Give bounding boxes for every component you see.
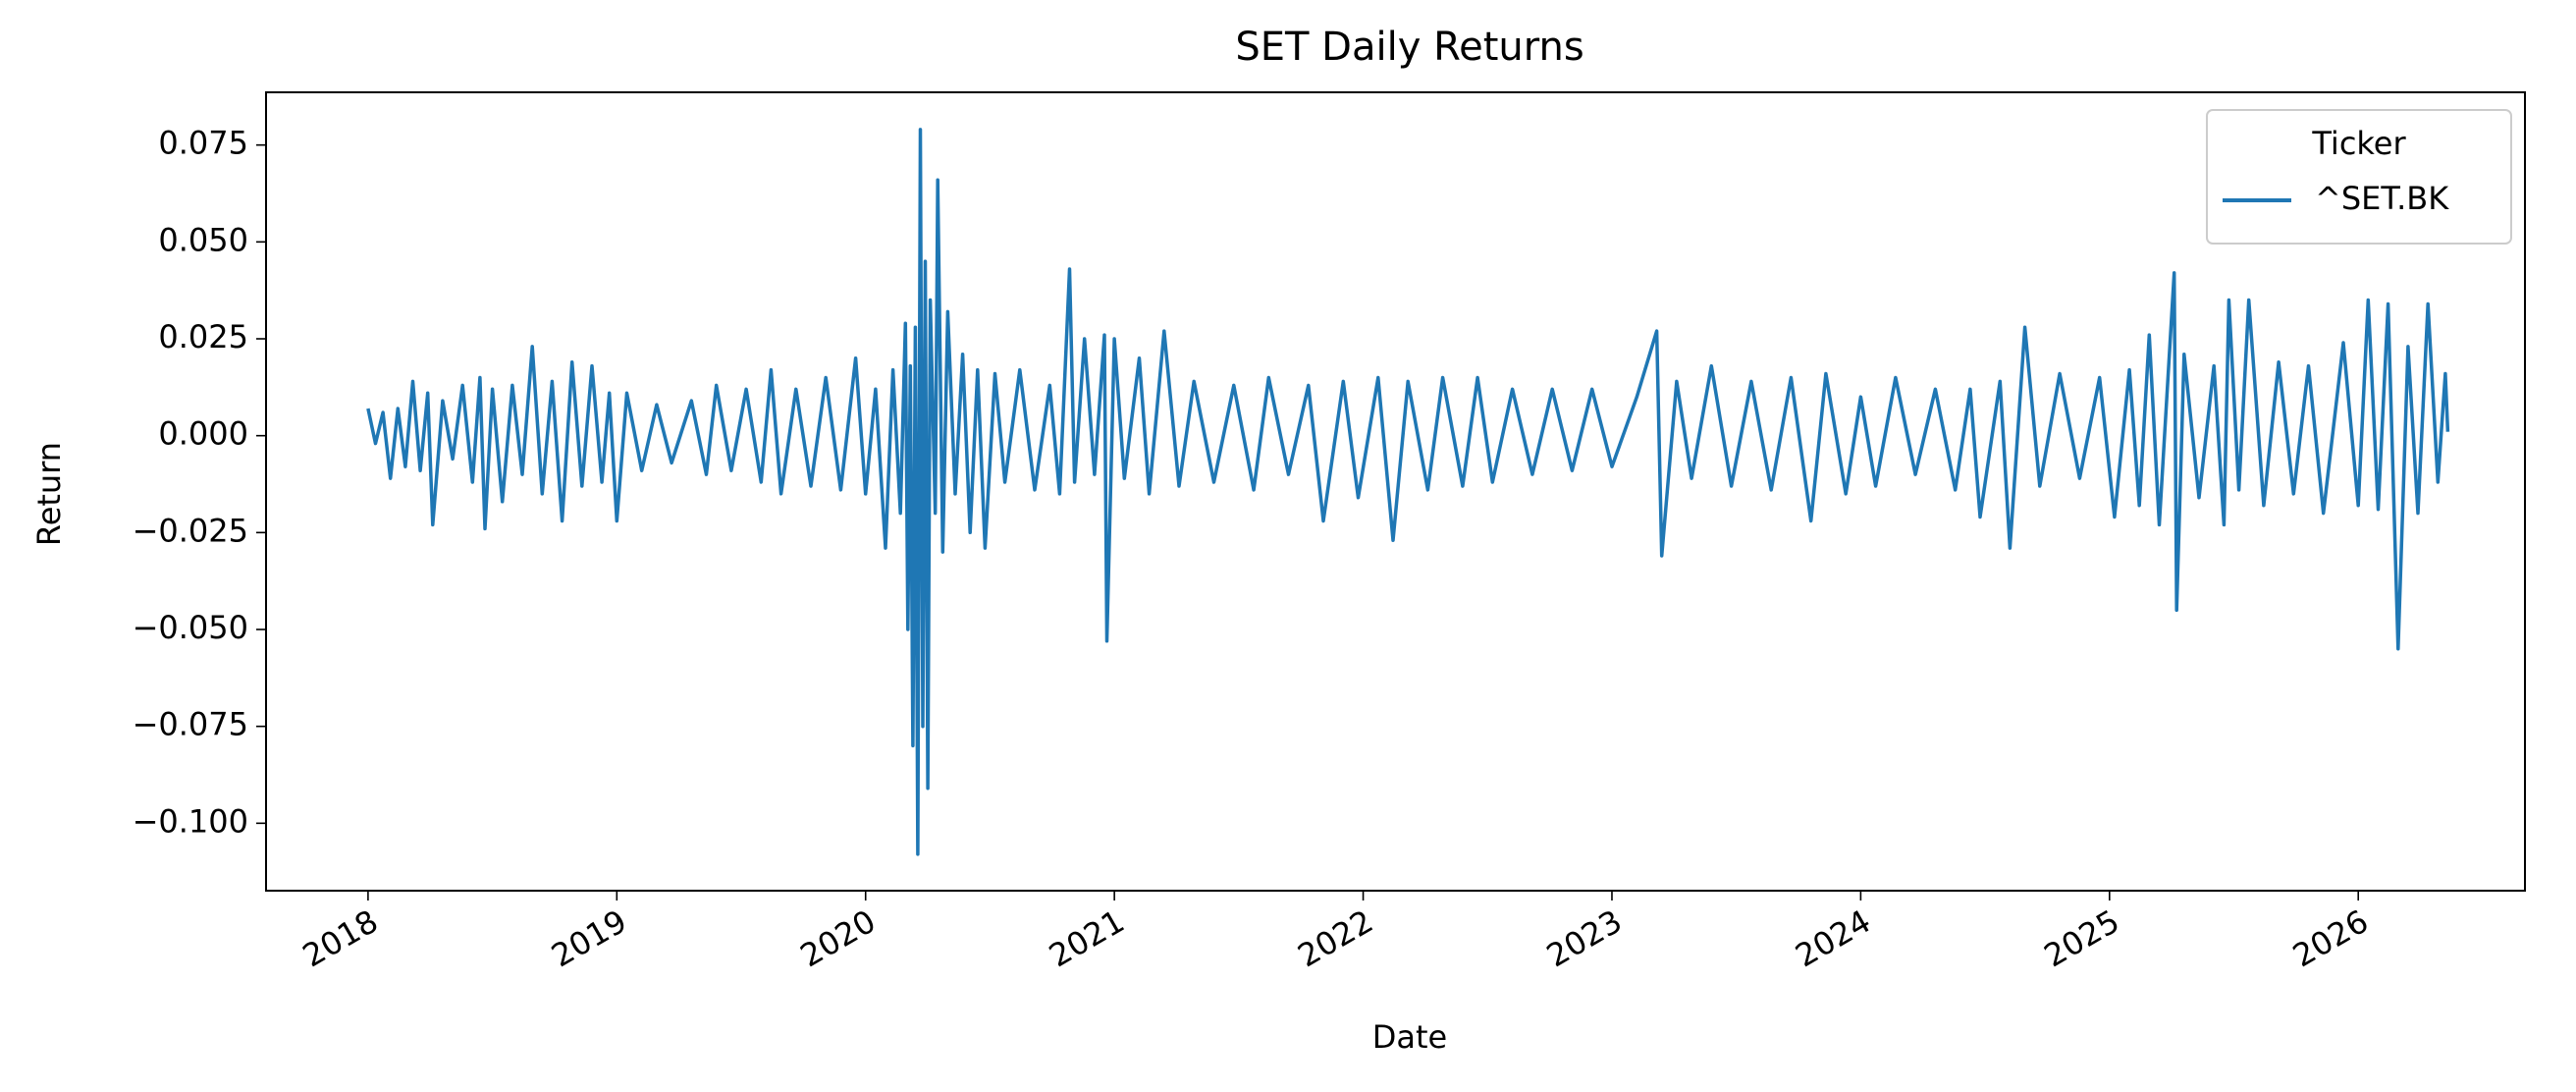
y-tick-label: −0.050 — [133, 609, 248, 646]
y-tick-label: 0.000 — [158, 415, 248, 453]
plot-frame — [265, 91, 2526, 892]
y-tick-label: 0.025 — [158, 318, 248, 355]
y-axis-label: Return — [30, 442, 68, 546]
series-line — [366, 128, 2450, 856]
chart-title: SET Daily Returns — [1235, 25, 1583, 70]
legend-box — [2206, 109, 2512, 245]
y-tick-label: 0.050 — [158, 221, 248, 258]
y-tick-label: −0.075 — [133, 706, 248, 743]
legend-label: ^SET.BK — [2315, 180, 2449, 217]
legend-title: Ticker — [2311, 125, 2406, 162]
y-tick-label: 0.075 — [158, 125, 248, 162]
y-tick-label: −0.100 — [133, 802, 248, 840]
x-axis-label: Date — [1372, 1018, 1447, 1056]
y-tick-label: −0.025 — [133, 512, 248, 549]
